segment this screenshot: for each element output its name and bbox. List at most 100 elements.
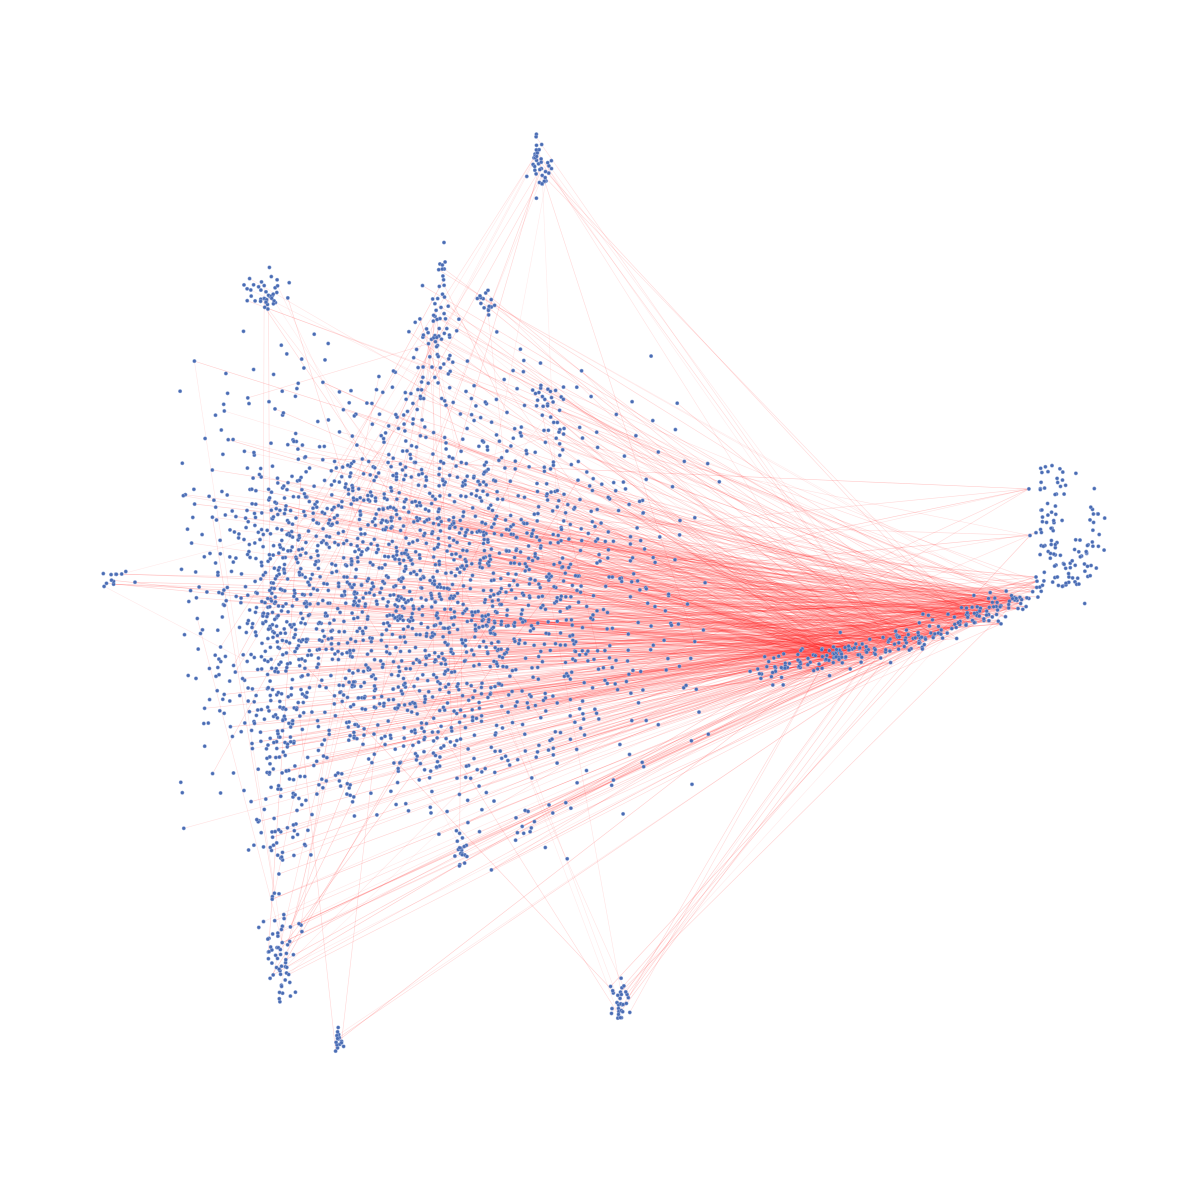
node (488, 692, 493, 697)
node (580, 436, 585, 441)
node (241, 282, 247, 287)
node (482, 470, 487, 475)
node (256, 284, 261, 289)
node (504, 613, 509, 618)
node (520, 688, 525, 694)
node (300, 673, 305, 679)
node (846, 644, 851, 649)
node (449, 728, 454, 734)
node (311, 763, 316, 768)
edge (490, 628, 952, 694)
node (462, 844, 467, 849)
node (459, 460, 464, 465)
edge (487, 494, 884, 638)
edge (290, 662, 834, 728)
node (642, 546, 647, 552)
node (271, 740, 276, 745)
node (403, 438, 408, 444)
node (369, 401, 374, 406)
node (434, 613, 439, 618)
edge (328, 523, 1015, 601)
node (499, 622, 504, 627)
edge (405, 392, 1009, 605)
node (998, 604, 1003, 609)
node (287, 980, 292, 985)
node (288, 924, 293, 929)
node (192, 502, 197, 507)
node (573, 649, 578, 654)
node (207, 494, 212, 499)
node (533, 450, 538, 455)
node (489, 420, 494, 425)
node (351, 602, 356, 608)
edge (262, 587, 1037, 615)
node (534, 154, 539, 159)
edge (271, 626, 939, 851)
node (627, 752, 632, 757)
node (368, 791, 373, 796)
edge (593, 595, 987, 616)
node (420, 672, 425, 677)
node (275, 731, 281, 736)
node (520, 824, 525, 829)
node (316, 566, 321, 571)
node (384, 604, 390, 609)
node (481, 541, 486, 546)
node (478, 558, 483, 563)
node (533, 391, 538, 396)
edge (456, 532, 1037, 779)
edge (224, 410, 920, 624)
node (440, 262, 445, 268)
node (276, 891, 282, 896)
edge (252, 591, 1033, 690)
node (275, 787, 281, 792)
node (249, 625, 255, 630)
node (435, 569, 440, 574)
edge (425, 485, 834, 654)
node (340, 651, 345, 656)
node (619, 992, 624, 997)
node (280, 555, 285, 560)
node (324, 685, 329, 690)
node (464, 681, 469, 686)
node (630, 668, 635, 673)
edge (505, 591, 899, 650)
node (945, 612, 951, 617)
node (405, 409, 410, 414)
edge (288, 764, 510, 975)
node (1057, 466, 1062, 471)
node (449, 552, 454, 557)
node (403, 535, 409, 541)
node (656, 449, 661, 455)
edge (393, 638, 957, 690)
edge (266, 610, 980, 759)
node (938, 632, 943, 637)
node (285, 742, 290, 747)
node (348, 542, 354, 547)
node (402, 634, 407, 639)
node (553, 729, 558, 734)
node (411, 417, 416, 422)
node (253, 630, 258, 635)
node (271, 301, 276, 306)
node (445, 549, 450, 554)
node (341, 541, 346, 546)
node (407, 619, 412, 624)
edge (593, 478, 822, 650)
node (397, 557, 402, 562)
node (435, 759, 440, 764)
node (548, 648, 553, 653)
node (202, 706, 207, 711)
node (432, 578, 437, 584)
node (463, 775, 468, 780)
node (482, 548, 487, 553)
edge (338, 505, 906, 639)
node (815, 666, 820, 671)
edge (630, 596, 906, 641)
node (500, 664, 506, 669)
node (625, 658, 630, 664)
edge (431, 668, 851, 792)
edge (358, 648, 912, 699)
node (1058, 553, 1063, 558)
node (259, 510, 264, 515)
